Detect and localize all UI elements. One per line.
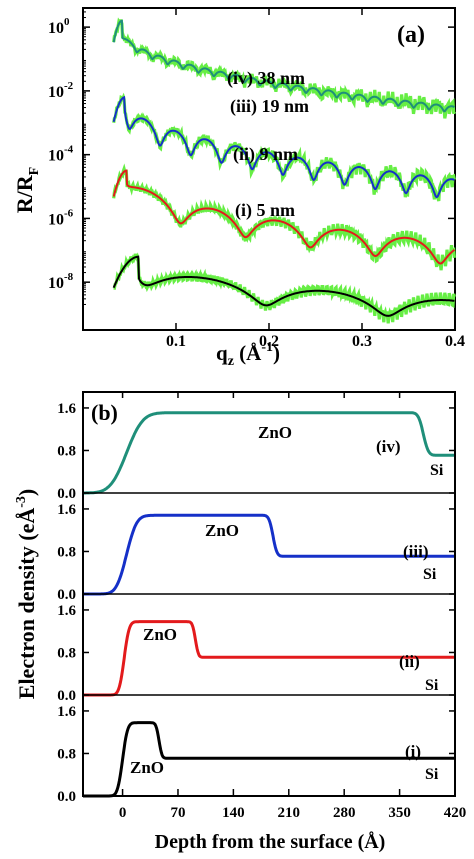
density-panel-ii: 0.0 0.8 1.6 ZnO (ii) Si xyxy=(57,593,455,704)
x-tick-label: 0.2 xyxy=(259,333,279,350)
x-tick-label: 210 xyxy=(278,805,301,821)
x-tick-label: 280 xyxy=(333,805,356,821)
series-label-i: (i) 5 nm xyxy=(235,200,295,221)
panel-a: 0.1 0.2 0.3 0.4 100 10-2 10-4 10-6 10-8 (a) (iv)… xyxy=(12,7,465,369)
y-tick-label: 1.6 xyxy=(57,603,76,619)
panel-b-y-axis-label: Electron density (eÅ-3) xyxy=(14,489,39,699)
series-label-iv: (iv) 38 nm xyxy=(227,68,305,89)
y-tick-label: 0.8 xyxy=(57,443,76,459)
panel-label-i: (i) xyxy=(405,742,421,761)
fit-line-i xyxy=(112,255,455,317)
fit-line-iii xyxy=(112,95,455,199)
series-label-ii: (ii) 9 nm xyxy=(233,144,298,165)
panel-b: 0.00.81.6ZnO(iv)Si0.00.81.6ZnO(iii)Si0.0… xyxy=(14,391,466,853)
y-tick-label: 1.6 xyxy=(57,502,76,518)
y-tick-label: 0.0 xyxy=(57,587,76,603)
panel-a-curves xyxy=(112,17,456,324)
panel-b-x-axis-label: Depth from the surface (Å) xyxy=(155,830,386,853)
density-panel-iv: 0.0 0.8 1.6 ZnO (iv) Si xyxy=(57,401,455,502)
y-tick-label: 0.8 xyxy=(57,746,76,762)
density-panel-i: 0.0 0.8 1.6 ZnO (i)Si xyxy=(57,694,455,805)
panel-a-y-axis-label: R/RF xyxy=(12,167,42,213)
y-tick-label: 10-2 xyxy=(48,80,74,101)
fit-line-iv xyxy=(112,19,455,113)
y-tick-label: 10-8 xyxy=(48,271,74,292)
density-curve-iv xyxy=(83,411,455,495)
y-tick-label: 1.6 xyxy=(57,704,76,720)
x-tick-label: 350 xyxy=(388,805,411,821)
x-tick-label: 0.1 xyxy=(166,333,186,350)
panel-a-ticks xyxy=(83,8,456,330)
panel-a-label: (a) xyxy=(397,22,425,48)
panel-a-labels: 0.1 0.2 0.3 0.4 100 10-2 10-4 10-6 10-8 xyxy=(48,16,465,350)
x-tick-label: 140 xyxy=(222,805,245,821)
data-points-i xyxy=(112,252,456,324)
panel-label-iv: (iv) xyxy=(376,437,401,456)
panel-b-subpanels: 0.00.81.6ZnO(iv)Si0.00.81.6ZnO(iii)Si0.0… xyxy=(57,401,455,805)
x-tick-label: 70 xyxy=(170,805,185,821)
substrate-label: Si xyxy=(423,566,437,583)
panel-label-iii: (iii) xyxy=(403,542,429,561)
x-tick-label: 0 xyxy=(119,805,127,821)
panel-a-x-axis-label: qz (Å-1) xyxy=(216,340,280,369)
panel-b-frame xyxy=(82,391,456,797)
density-curve-iii xyxy=(83,513,455,596)
y-tick-label: 0.8 xyxy=(57,544,76,560)
series-label-iii: (iii) 19 nm xyxy=(230,96,309,117)
panel-label-ii: (ii) xyxy=(399,652,420,671)
y-tick-label: 100 xyxy=(48,16,70,37)
film-label: ZnO xyxy=(130,758,164,777)
x-tick-label: 0.4 xyxy=(445,333,465,350)
y-tick-label: 0.8 xyxy=(57,645,76,661)
panel-b-ticks: 0 70 140 210 280 350 420 xyxy=(119,392,466,821)
film-label: ZnO xyxy=(205,521,239,540)
y-tick-label: 0.0 xyxy=(57,688,76,704)
panel-b-label: (b) xyxy=(91,400,118,425)
y-tick-label: 0.0 xyxy=(57,789,76,805)
substrate-label: Si xyxy=(425,766,439,783)
substrate-label: Si xyxy=(425,677,439,694)
x-tick-label: 420 xyxy=(444,805,467,821)
density-curve-i xyxy=(83,721,455,798)
y-tick-label: 1.6 xyxy=(57,401,76,417)
film-label: ZnO xyxy=(143,625,177,644)
panel-a-frame xyxy=(82,7,456,331)
x-tick-label: 0.3 xyxy=(352,333,372,350)
y-tick-label: 10-6 xyxy=(48,207,74,228)
fit-line-ii xyxy=(112,169,456,265)
density-curve-ii xyxy=(83,620,455,697)
substrate-label: Si xyxy=(430,462,444,479)
film-label: ZnO xyxy=(258,423,292,442)
y-tick-label: 0.0 xyxy=(57,486,76,502)
density-panel-iii: 0.0 0.8 1.6 ZnO (iii) Si xyxy=(57,492,455,603)
y-tick-label: 10-4 xyxy=(48,144,74,165)
